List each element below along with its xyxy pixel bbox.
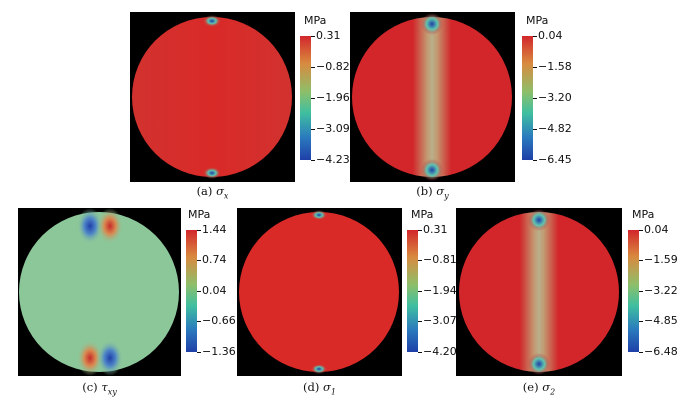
colorbar-tick: 0.31 (418, 223, 448, 236)
colorbar-unit: MPa (632, 208, 655, 221)
colorbar-tick: −6.48 (639, 345, 678, 358)
panel-sigma-1: MPa 0.31 −0.81 −1.94 −3.07 −4.20 (d) σ1 (237, 208, 457, 404)
colorbar-tick: −1.94 (418, 284, 457, 297)
panel-caption: (b) σy (416, 184, 449, 201)
colorbar-tick: −1.59 (639, 253, 678, 266)
colorbar-tick: −4.23 (311, 153, 350, 166)
colorbar-tick: 1.44 (197, 223, 227, 236)
colorbar-tick: −3.22 (639, 284, 678, 297)
colorbar-unit: MPa (188, 208, 211, 221)
colorbar-tick: −1.58 (533, 60, 572, 73)
colorbar-tick: −4.20 (418, 345, 457, 358)
colorbar (407, 230, 418, 352)
colorbar-tick: −0.81 (418, 253, 457, 266)
colorbar-tick: −3.09 (311, 122, 350, 135)
contour-plot-tau-xy (18, 208, 181, 376)
colorbar-tick: 0.04 (639, 223, 669, 236)
colorbar-tick: −3.20 (533, 91, 572, 104)
panel-tau-xy: MPa 1.44 0.74 0.04 −0.66 −1.36 (c) τxy (18, 208, 236, 404)
panel-sigma-y: MPa 0.04 −1.58 −3.20 −4.82 −6.45 (b) σy (350, 12, 572, 201)
contour-plot-sigma-2 (456, 208, 622, 376)
colorbar-tick: −0.82 (311, 60, 350, 73)
colorbar-tick: −4.85 (639, 314, 678, 327)
contour-plot-sigma-y (350, 12, 515, 182)
colorbar-tick: −0.66 (197, 314, 236, 327)
colorbar-tick: −4.82 (533, 122, 572, 135)
colorbar (522, 36, 533, 160)
panel-caption: (c) τxy (82, 380, 117, 397)
contour-plot-sigma-x (130, 12, 295, 182)
panel-sigma-2: MPa 0.04 −1.59 −3.22 −4.85 −6.48 (e) σ2 (456, 208, 696, 404)
colorbar-tick: 0.04 (197, 284, 227, 297)
colorbar-tick: −1.96 (311, 91, 350, 104)
colorbar (186, 230, 197, 352)
colorbar (628, 230, 639, 352)
panel-sigma-x: MPa 0.31 −0.82 −1.96 −3.09 −4.23 (a) σx (130, 12, 350, 201)
colorbar-tick: −1.36 (197, 345, 236, 358)
contour-plot-sigma-1 (237, 208, 402, 376)
colorbar-unit: MPa (304, 14, 327, 27)
colorbar-tick: 0.74 (197, 253, 227, 266)
colorbar-tick: 0.04 (533, 29, 563, 42)
panel-caption: (e) σ2 (522, 380, 556, 397)
colorbar-tick: −3.07 (418, 314, 457, 327)
colorbar-unit: MPa (411, 208, 434, 221)
colorbar-unit: MPa (526, 14, 549, 27)
panel-caption: (a) σx (196, 184, 229, 201)
colorbar (300, 36, 311, 160)
colorbar-tick: 0.31 (311, 29, 341, 42)
panel-caption: (d) σ1 (303, 380, 336, 397)
colorbar-tick: −6.45 (533, 153, 572, 166)
